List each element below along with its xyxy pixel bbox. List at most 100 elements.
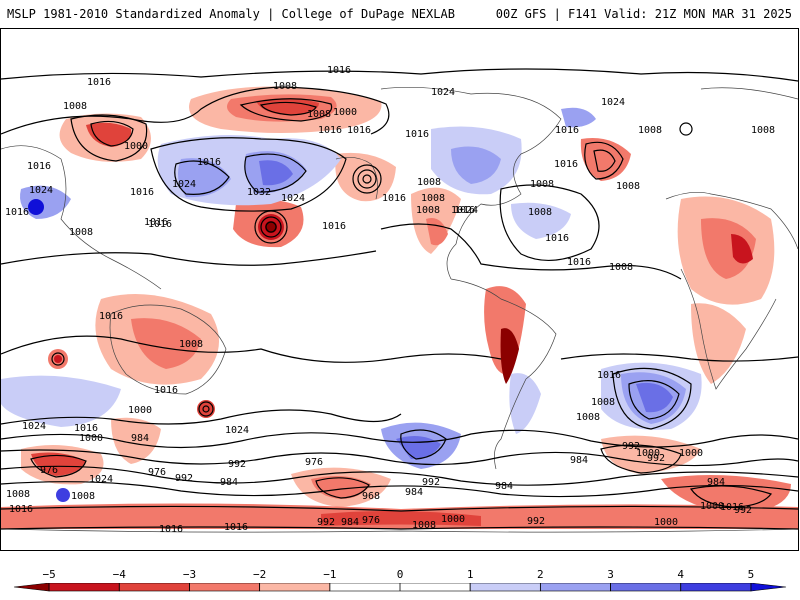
isobar-label: 1016 [87, 77, 111, 88]
colorbar-band [13, 583, 50, 592]
isobar-label: 1016 [27, 161, 51, 172]
isobar-label: 1016 [405, 129, 429, 140]
isobar-label: 1016 [144, 217, 168, 228]
anomaly-patch [511, 202, 571, 239]
coastline [1, 145, 162, 290]
isobar-label: 1016 [224, 522, 248, 533]
anomaly-patch [1, 375, 121, 427]
colorbar-tick-label: 1 [466, 568, 474, 581]
isobar [198, 401, 214, 417]
colorbar-scale [13, 583, 787, 592]
isobar [690, 485, 772, 508]
isobar [628, 380, 680, 420]
anomaly-patch [335, 152, 396, 202]
isobar-label: 984 [405, 487, 423, 498]
isobar-label: 1016 [567, 257, 591, 268]
isobar-label: 1008 [609, 262, 633, 273]
colorbar-tick-label: 5 [747, 568, 755, 581]
isobar-label: 1008 [751, 125, 775, 136]
model-run-info: 00Z GFS | F141 Valid: 21Z MON MAR 31 202… [495, 7, 792, 21]
isobar [1, 449, 798, 467]
isobar [357, 169, 377, 189]
isobar-label: 1016 [9, 504, 33, 515]
colorbar-tick-label: −5 [42, 568, 56, 581]
isobar [90, 120, 134, 147]
coastline [700, 87, 798, 100]
isobar-label: 992 [647, 453, 665, 464]
colorbar-band [469, 583, 541, 592]
isobar [1, 86, 390, 135]
isobar-label: 1016 [130, 187, 154, 198]
isobar [600, 444, 682, 474]
isobar [1, 526, 798, 530]
isobar-label: 1016 [347, 125, 371, 136]
isobar [30, 454, 87, 478]
isobar-label: 1008 [576, 412, 600, 423]
isobar [174, 160, 230, 195]
anomaly-patch [31, 452, 86, 476]
isobar-label: 992 [527, 516, 545, 527]
colorbar-tick-label: −4 [112, 568, 126, 581]
isobar-label: 1016 [5, 207, 29, 218]
isobar [380, 223, 682, 280]
isobar [150, 137, 347, 212]
isobar-label: 984 [131, 433, 149, 444]
isobar-label: 1024 [601, 97, 625, 108]
isobar-label: 992 [422, 477, 440, 488]
colorbar-band [540, 583, 611, 592]
isobar-label: 1024 [22, 421, 46, 432]
isobar-label: 1000 [333, 107, 357, 118]
isobar [1, 505, 798, 512]
colorbar-tick-label: 0 [396, 568, 404, 581]
colorbar-band [680, 583, 752, 592]
isobar [1, 409, 402, 425]
isobar-label: 1016 [545, 233, 569, 244]
isobar-label: 1016 [197, 157, 221, 168]
isobar-label: 1024 [29, 185, 53, 196]
coastline [380, 87, 562, 280]
isobar-label: 1008 [591, 397, 615, 408]
isobar [1, 335, 502, 363]
anomaly-patch [580, 138, 631, 181]
isobar-label: 984 [341, 517, 359, 528]
map-header: MSLP 1981-2010 Standardized Anomaly | Co… [0, 0, 800, 28]
isobar-label: 1024 [281, 193, 305, 204]
isobar [400, 429, 447, 460]
anomaly-patch [86, 122, 132, 147]
isobar-label: 1016 [159, 524, 183, 535]
isobar-label: 1016 [148, 219, 172, 230]
colorbar-tick-label: −2 [253, 568, 267, 581]
isobar [265, 221, 277, 233]
positive-anomaly-shading [1, 107, 702, 502]
isobar [612, 367, 692, 430]
isobar [1, 68, 798, 82]
isobar-label: 1008 [179, 339, 203, 350]
anomaly-patch [451, 146, 501, 184]
isobar-label: 976 [148, 467, 166, 478]
coastlines [1, 87, 798, 533]
isobar-label: 1008 [63, 101, 87, 112]
anomaly-patch [731, 234, 753, 264]
isobar [1, 481, 798, 498]
isobar [315, 477, 370, 499]
anomaly-patch [509, 373, 541, 434]
coastline [665, 192, 798, 250]
anomaly-patch [500, 328, 519, 384]
colorbar-band [259, 583, 331, 592]
isobar-label: 1008 [417, 177, 441, 188]
isobar [254, 210, 288, 244]
isobar-label: 1008 [69, 227, 93, 238]
isobar-label: 1016 [318, 125, 342, 136]
isobar-label: 1000 [636, 448, 660, 459]
isobar-label: 1008 [71, 491, 95, 502]
colorbar-tick-label: 2 [537, 568, 544, 581]
isobar-label: 1024 [454, 205, 478, 216]
isobar-contours [1, 68, 798, 530]
isobar-label: 984 [220, 477, 238, 488]
isobar-label: 1000 [79, 433, 103, 444]
anomaly-map[interactable]: 1016 1016 1008 1024 1024 1008 1008 1000 1016 1016… [0, 28, 799, 551]
isobar-label: 1008 [528, 207, 552, 218]
anomaly-patch [111, 417, 161, 464]
isobar-label: 1032 [247, 187, 271, 198]
